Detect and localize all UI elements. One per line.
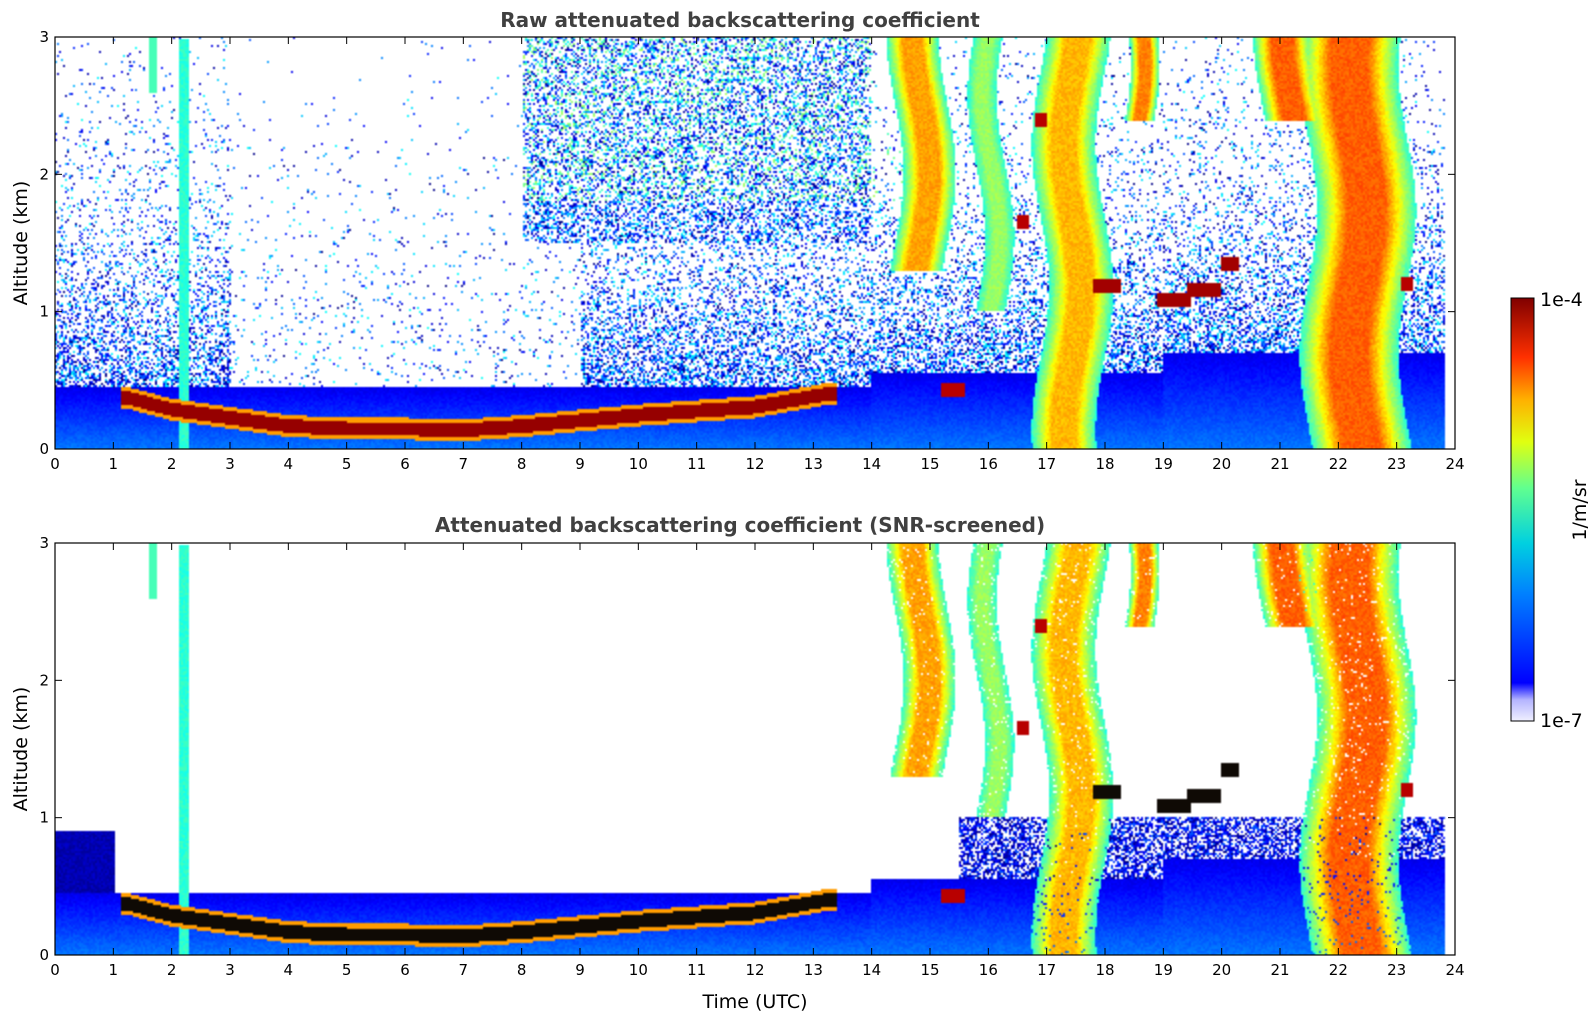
x-tick-label: 21 — [1270, 961, 1289, 979]
x-tick-label: 1 — [109, 455, 119, 473]
x-tick-label: 10 — [629, 961, 648, 979]
x-tick-label: 13 — [804, 961, 823, 979]
x-tick-label: 5 — [342, 961, 352, 979]
x-tick-label: 17 — [1037, 961, 1056, 979]
x-tick-label: 16 — [979, 961, 998, 979]
x-tick-label: 22 — [1329, 961, 1348, 979]
x-tick-label: 14 — [862, 961, 881, 979]
x-tick-label: 17 — [1037, 455, 1056, 473]
panel-2-ylabel: Altitude (km) — [10, 687, 32, 812]
x-tick-label: 22 — [1329, 455, 1348, 473]
x-tick-label: 2 — [167, 455, 177, 473]
x-tick-label: 18 — [1095, 961, 1114, 979]
x-tick-label: 3 — [225, 961, 235, 979]
x-tick-label: 15 — [920, 455, 939, 473]
colorbar-max-label: 1e-4 — [1540, 289, 1583, 311]
x-tick-label: 6 — [400, 455, 410, 473]
x-tick-label: 21 — [1270, 455, 1289, 473]
y-tick-label: 2 — [39, 165, 49, 183]
panel-1-heatmap — [55, 37, 1455, 449]
y-tick-label: 0 — [39, 440, 49, 458]
x-tick-label: 7 — [459, 961, 469, 979]
x-tick-label: 19 — [1154, 455, 1173, 473]
x-tick-label: 9 — [575, 455, 585, 473]
y-tick-label: 1 — [39, 809, 49, 827]
colorbar — [1510, 297, 1535, 722]
x-tick-label: 12 — [745, 455, 764, 473]
x-tick-label: 16 — [979, 455, 998, 473]
y-tick-label: 1 — [39, 303, 49, 321]
colorbar-min-label: 1e-7 — [1540, 710, 1583, 732]
x-tick-label: 12 — [745, 961, 764, 979]
x-tick-label: 0 — [50, 455, 60, 473]
x-tick-label: 2 — [167, 961, 177, 979]
panel-2-title: Attenuated backscattering coefficient (S… — [435, 513, 1045, 537]
x-tick-label: 4 — [284, 961, 294, 979]
x-tick-label: 9 — [575, 961, 585, 979]
x-tick-label: 23 — [1387, 961, 1406, 979]
x-tick-label: 6 — [400, 961, 410, 979]
x-tick-label: 5 — [342, 455, 352, 473]
panel-2-ticks: 0 1 2 3 4 5 6 7 8 9 10 11 12 13 14 15 16 17 18 19 20 21 22 23 24… — [39, 534, 1464, 979]
panel-1-ylabel: Altitude (km) — [10, 181, 32, 306]
x-axis-label: Time (UTC) — [701, 991, 807, 1013]
x-tick-label: 7 — [459, 455, 469, 473]
y-tick-label: 3 — [39, 534, 49, 552]
x-tick-label: 15 — [920, 961, 939, 979]
x-tick-label: 23 — [1387, 455, 1406, 473]
panel-1-title: Raw attenuated backscattering coefficien… — [500, 8, 980, 32]
x-tick-label: 10 — [629, 455, 648, 473]
panel-1-ticks: 0 1 2 3 4 5 6 7 8 9 10 11 12 13 14 15 16 17 18 19 20 21 22 23 24… — [39, 28, 1464, 473]
x-tick-label: 14 — [862, 455, 881, 473]
x-tick-label: 0 — [50, 961, 60, 979]
x-tick-label: 20 — [1212, 961, 1231, 979]
x-tick-label: 24 — [1445, 961, 1464, 979]
x-tick-label: 8 — [517, 961, 527, 979]
x-tick-label: 8 — [517, 455, 527, 473]
x-tick-label: 13 — [804, 455, 823, 473]
x-tick-label: 24 — [1445, 455, 1464, 473]
x-tick-label: 20 — [1212, 455, 1231, 473]
x-tick-label: 1 — [109, 961, 119, 979]
y-tick-label: 2 — [39, 671, 49, 689]
x-tick-label: 4 — [284, 455, 294, 473]
x-tick-label: 18 — [1095, 455, 1114, 473]
x-tick-label: 11 — [687, 455, 706, 473]
x-tick-label: 11 — [687, 961, 706, 979]
colorbar-unit-label: 1/m/sr — [1569, 479, 1591, 540]
x-tick-label: 19 — [1154, 961, 1173, 979]
y-tick-label: 3 — [39, 28, 49, 46]
panel-2-heatmap — [55, 543, 1455, 955]
y-tick-label: 0 — [39, 946, 49, 964]
x-tick-label: 3 — [225, 455, 235, 473]
